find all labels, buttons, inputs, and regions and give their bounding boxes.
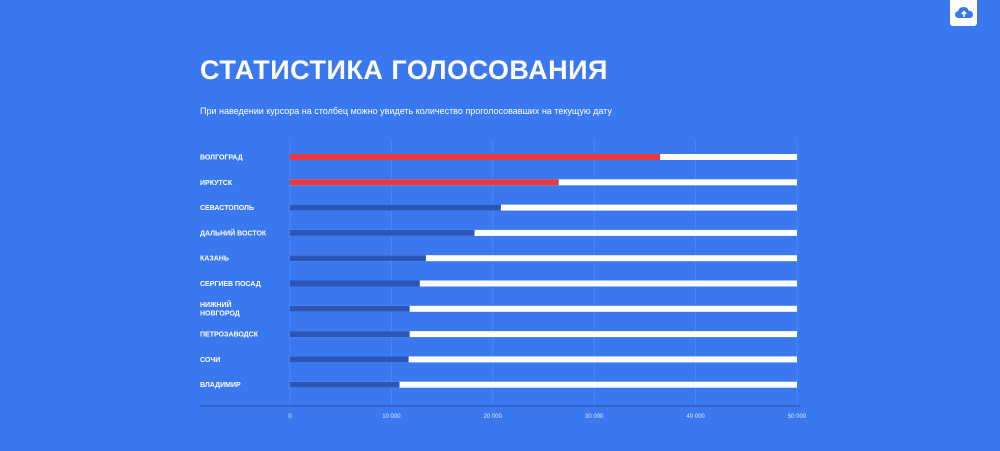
bar[interactable] (290, 280, 420, 287)
x-tick-label: 0 (288, 414, 292, 420)
x-tick-label: 40 000 (686, 414, 705, 420)
category-label: ДАЛЬНИЙ ВОСТОК (200, 228, 267, 237)
category-label: НИЖНИЙ (200, 300, 232, 309)
page-title: СТАТИСТИКА ГОЛОСОВАНИЯ (200, 55, 608, 85)
bar-track (290, 305, 797, 312)
bar[interactable] (290, 229, 475, 236)
cloud-upload-icon (954, 7, 973, 18)
bar[interactable] (290, 154, 661, 160)
bar-track (290, 280, 797, 287)
category-label: НОВГОРОД (200, 311, 240, 318)
bar[interactable] (290, 204, 501, 211)
category-label: ИРКУТСК (200, 180, 233, 187)
category-label: СЕРГИЕВ ПОСАД (200, 281, 261, 288)
bar-track (290, 381, 797, 388)
bar[interactable] (290, 255, 426, 262)
category-label: ВЛАДИМИР (200, 382, 241, 389)
category-label: СОЧИ (200, 357, 220, 364)
x-tick-label: 20 000 (484, 414, 503, 420)
bar-track (290, 204, 797, 211)
bar-track (290, 255, 797, 262)
bar-track (290, 331, 797, 338)
bar[interactable] (290, 381, 400, 388)
bar[interactable] (290, 179, 559, 186)
bar-track (290, 229, 797, 236)
bar[interactable] (290, 331, 410, 338)
bar[interactable] (290, 305, 410, 312)
category-label: СЕВАСТОПОЛЬ (200, 205, 254, 212)
category-label: ВОЛГОГРАД (200, 155, 243, 162)
x-tick-label: 30 000 (585, 414, 604, 420)
page-subtitle: При наведении курсора на столбец можно у… (200, 106, 612, 116)
x-tick-label: 50 000 (788, 414, 807, 420)
cloud-upload-button[interactable] (950, 0, 977, 26)
bar[interactable] (290, 356, 409, 363)
category-label: КАЗАНЬ (200, 256, 229, 263)
x-tick-label: 10 000 (382, 414, 401, 420)
category-label: ПЕТРОЗАВОДСК (200, 332, 259, 339)
bar-track (290, 356, 797, 363)
